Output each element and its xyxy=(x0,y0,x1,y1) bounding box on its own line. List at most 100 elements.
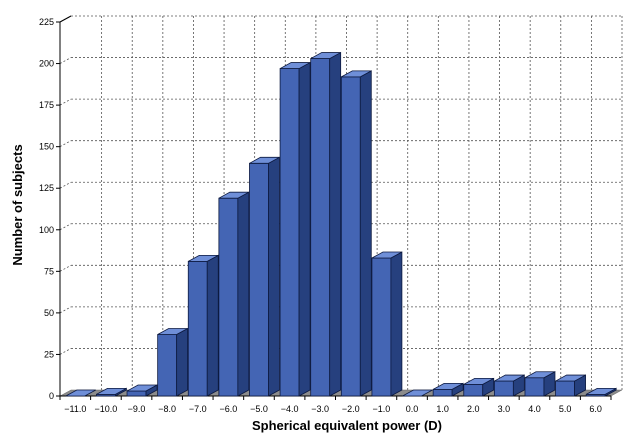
gridline-side xyxy=(59,181,72,189)
gridline-side xyxy=(59,306,72,314)
y-axis-depth-line xyxy=(59,15,72,23)
y-tick-label: 125 xyxy=(39,183,54,193)
x-tick-label: 4.0 xyxy=(528,404,541,414)
bar-side-face xyxy=(237,191,250,397)
bar-front-face xyxy=(126,390,147,397)
gridline-side xyxy=(59,348,72,355)
bar-top-face xyxy=(279,62,311,69)
gridline-side xyxy=(59,98,72,106)
bar xyxy=(555,374,586,397)
bar-top-face xyxy=(218,191,250,199)
bar xyxy=(310,51,342,397)
x-tick-label: 5.0 xyxy=(559,404,572,414)
bar xyxy=(279,61,311,397)
x-tick-label: 6.0 xyxy=(589,404,602,414)
bar-front-face xyxy=(187,260,208,397)
bar-front-face xyxy=(493,380,514,397)
bar xyxy=(249,156,280,397)
y-axis-title: Number of subjects xyxy=(10,144,25,265)
bar-front-face xyxy=(157,334,178,397)
y-tick-label: 150 xyxy=(39,142,54,152)
bar xyxy=(402,389,433,397)
bar-top-face xyxy=(463,377,494,385)
bar-top-face xyxy=(96,387,127,395)
bar-top-face xyxy=(126,384,158,392)
bar-front-face xyxy=(432,388,453,397)
x-tick-label: 0.0 xyxy=(406,404,419,414)
bar xyxy=(218,191,250,397)
y-tick-labels: 0 25 50 75 100 125 150 175 200 225 xyxy=(39,17,54,401)
y-tick-label: 225 xyxy=(39,17,54,27)
x-tick-label: −10.0 xyxy=(95,404,118,414)
x-tick-label: −2.0 xyxy=(342,404,360,414)
bar xyxy=(96,387,127,397)
y-tick-label: 175 xyxy=(39,100,54,110)
x-tick-label: 2.0 xyxy=(467,404,480,414)
bar xyxy=(371,251,403,397)
bar-top-face xyxy=(371,251,403,259)
bar-top-face xyxy=(249,156,280,164)
bar-side-face xyxy=(176,327,189,397)
x-tick-label: −8.0 xyxy=(158,404,176,414)
x-tick-label: 3.0 xyxy=(498,404,511,414)
x-tick-label: −3.0 xyxy=(311,404,329,414)
gridline-side xyxy=(59,140,72,148)
bar xyxy=(493,374,525,397)
bar-top-face xyxy=(402,389,433,397)
bar-top-face xyxy=(188,254,219,262)
bar-side-face xyxy=(268,156,280,397)
bar-front-face xyxy=(463,383,484,397)
bar-top-face xyxy=(432,382,464,390)
bar-side-face xyxy=(329,51,342,397)
y-tick-label: 100 xyxy=(39,225,54,235)
x-tick-label: 1.0 xyxy=(436,404,449,414)
x-tick-label: −11.0 xyxy=(64,404,86,414)
bar-top-face xyxy=(555,374,586,382)
bar-front-face xyxy=(524,377,545,397)
bars xyxy=(65,51,617,397)
bar-top-face xyxy=(65,389,96,397)
bar xyxy=(126,384,158,397)
bar-front-face xyxy=(310,58,331,397)
y-tick-label: 50 xyxy=(44,308,54,318)
bar-front-face xyxy=(340,76,361,397)
bar xyxy=(524,371,556,397)
x-tick-label: −9.0 xyxy=(128,404,146,414)
bar xyxy=(65,389,96,397)
bar-front-face xyxy=(249,162,269,397)
bar-side-face xyxy=(359,70,372,397)
bar xyxy=(340,70,372,397)
y-tick-label: 200 xyxy=(39,59,54,69)
x-axis-title: Spherical equivalent power (D) xyxy=(252,418,442,433)
x-tick-labels: −11.0 −10.0 −9.0 −8.0 −7.0 −6.0 −5.0 −4.0 −3.0 −2… xyxy=(64,404,602,414)
gridline-side xyxy=(59,223,72,231)
y-tick-label: 0 xyxy=(49,391,54,401)
bar-front-face xyxy=(555,380,575,397)
bar-front-face xyxy=(218,197,239,397)
x-tick-label: −5.0 xyxy=(250,404,268,414)
bar-top-face xyxy=(341,70,372,78)
bar xyxy=(432,382,464,397)
bar-top-face xyxy=(494,374,525,382)
x-tick-label: −4.0 xyxy=(281,404,299,414)
bar xyxy=(463,377,495,397)
gridline-side xyxy=(59,264,72,272)
bar xyxy=(157,327,189,397)
x-tick-label: −6.0 xyxy=(219,404,237,414)
bar-top-face xyxy=(310,52,341,59)
y-tick-label: 75 xyxy=(44,266,54,276)
bar-top-face xyxy=(524,371,556,379)
bar-side-face xyxy=(390,251,403,397)
bar-top-face xyxy=(586,387,617,395)
bar xyxy=(585,387,617,397)
bar-side-face xyxy=(298,61,311,397)
bar-side-face xyxy=(206,254,219,397)
bar-top-face xyxy=(157,328,188,335)
axes xyxy=(56,15,612,400)
x-tick-label: −1.0 xyxy=(373,404,391,414)
bar-front-face xyxy=(371,257,392,397)
gridline-side xyxy=(59,57,72,64)
y-tick-label: 25 xyxy=(44,349,54,359)
